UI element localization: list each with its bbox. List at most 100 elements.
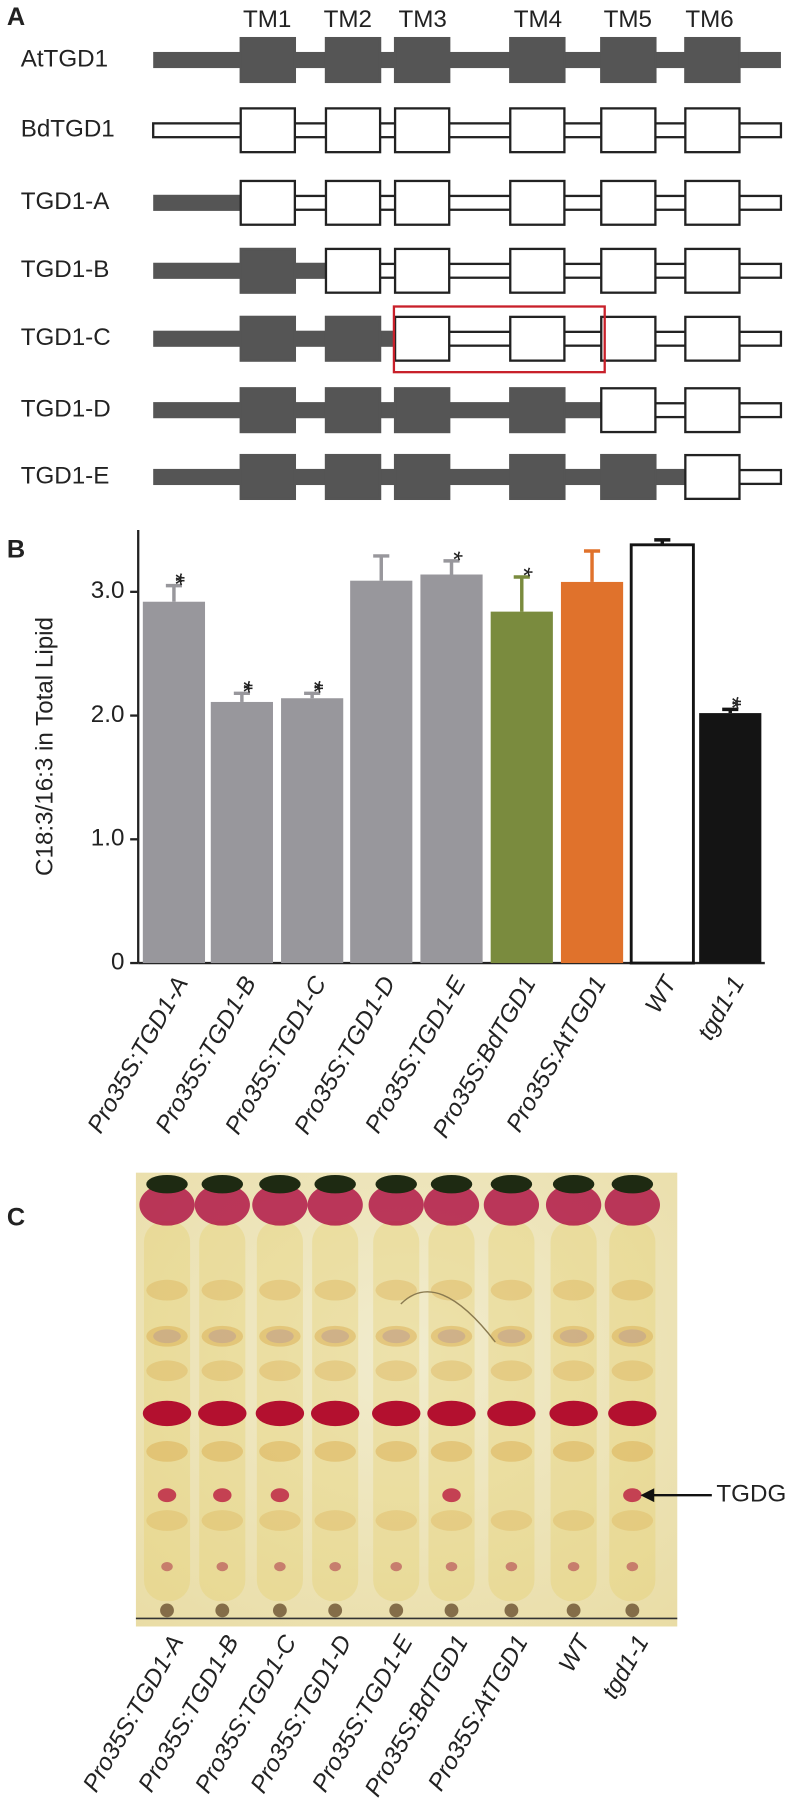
- spot: [314, 1325, 356, 1347]
- spot: [321, 1329, 350, 1344]
- significance: **: [161, 573, 189, 586]
- spot: [611, 1325, 654, 1347]
- spot: [552, 1441, 595, 1462]
- bar: [350, 580, 413, 964]
- spot: [430, 1325, 473, 1347]
- tm-box: [324, 107, 382, 154]
- tm-box: [239, 453, 297, 501]
- tm-label: TM5: [604, 6, 652, 33]
- spot: [559, 1329, 588, 1344]
- tm-box: [600, 107, 657, 154]
- tm-box: [509, 315, 566, 362]
- spot: [611, 1510, 654, 1531]
- tm-box: [393, 453, 451, 501]
- spot: [314, 1360, 356, 1382]
- tm-label: TM3: [399, 6, 447, 33]
- spot: [618, 1329, 647, 1344]
- lane-label: tgd1-1: [597, 1631, 655, 1704]
- spot: [161, 1561, 173, 1572]
- spot: [626, 1561, 639, 1572]
- tm-box: [509, 107, 566, 154]
- spot: [375, 1510, 417, 1531]
- tm-box: [684, 315, 741, 362]
- spot: [252, 1184, 308, 1226]
- tm-box: [684, 453, 741, 501]
- tm-box: [393, 315, 451, 362]
- row-label: AtTGD1: [21, 45, 108, 72]
- spot: [314, 1441, 356, 1462]
- bar: [560, 581, 624, 964]
- origin-spot: [160, 1603, 174, 1618]
- spot: [505, 1561, 518, 1572]
- spot: [201, 1441, 244, 1462]
- tm-label: TM6: [685, 6, 733, 33]
- spot: [259, 1360, 301, 1382]
- spot: [372, 1400, 421, 1427]
- spot: [549, 1400, 598, 1427]
- origin-spot: [444, 1603, 459, 1618]
- spot: [329, 1561, 341, 1572]
- spot: [611, 1360, 654, 1382]
- spot: [201, 1325, 244, 1347]
- bar: [281, 698, 344, 964]
- tm-box: [684, 179, 741, 226]
- bar: [629, 543, 695, 965]
- y-axis-label: C18:3/16:3 in Total Lipid: [31, 617, 58, 876]
- spot: [552, 1279, 595, 1301]
- tm-box: [509, 453, 566, 501]
- spot: [445, 1561, 458, 1572]
- bar: [490, 611, 553, 964]
- origin-spot: [389, 1603, 404, 1618]
- spot: [146, 1360, 188, 1382]
- spot: [382, 1329, 411, 1344]
- spot: [430, 1279, 473, 1301]
- spot: [146, 1510, 188, 1531]
- origin-spot: [215, 1603, 230, 1618]
- bar: [210, 701, 273, 964]
- tm-box: [239, 387, 297, 434]
- panel-label: A: [7, 3, 25, 31]
- significance: **: [299, 680, 327, 693]
- spot: [430, 1174, 473, 1194]
- tm-box: [324, 36, 382, 84]
- tm-label: TM2: [324, 6, 372, 33]
- tm-box: [393, 247, 451, 294]
- lane-label: WT: [554, 1629, 597, 1677]
- spot: [213, 1488, 232, 1503]
- origin-spot: [504, 1603, 519, 1618]
- spot: [437, 1329, 466, 1344]
- panel-label: B: [7, 535, 25, 563]
- spot: [146, 1325, 188, 1347]
- tm-box: [684, 107, 741, 154]
- tm-box: [324, 315, 382, 362]
- spot: [266, 1329, 294, 1344]
- tm-box: [239, 107, 297, 154]
- tm-box: [684, 387, 741, 434]
- origin-spot: [328, 1603, 343, 1618]
- origin-spot: [566, 1603, 581, 1618]
- spot: [430, 1441, 473, 1462]
- spot: [201, 1510, 244, 1531]
- spot: [490, 1510, 533, 1531]
- spot: [368, 1184, 424, 1226]
- y-tick-label: 0: [111, 948, 124, 975]
- spot: [259, 1279, 301, 1301]
- tlc-plate: [135, 1172, 678, 1627]
- spot: [208, 1329, 237, 1344]
- spot: [139, 1184, 195, 1226]
- spot: [483, 1184, 540, 1226]
- tm-box: [600, 315, 657, 362]
- spot: [487, 1400, 536, 1427]
- spot: [552, 1510, 595, 1531]
- linker: [153, 194, 241, 211]
- tm-box: [509, 387, 566, 434]
- y-tick-label: 1.0: [91, 825, 125, 852]
- spot: [146, 1441, 188, 1462]
- spot: [375, 1360, 417, 1382]
- spot: [490, 1325, 533, 1347]
- spot: [310, 1400, 360, 1427]
- spot: [307, 1184, 363, 1226]
- spot: [552, 1325, 595, 1347]
- spot: [611, 1174, 654, 1194]
